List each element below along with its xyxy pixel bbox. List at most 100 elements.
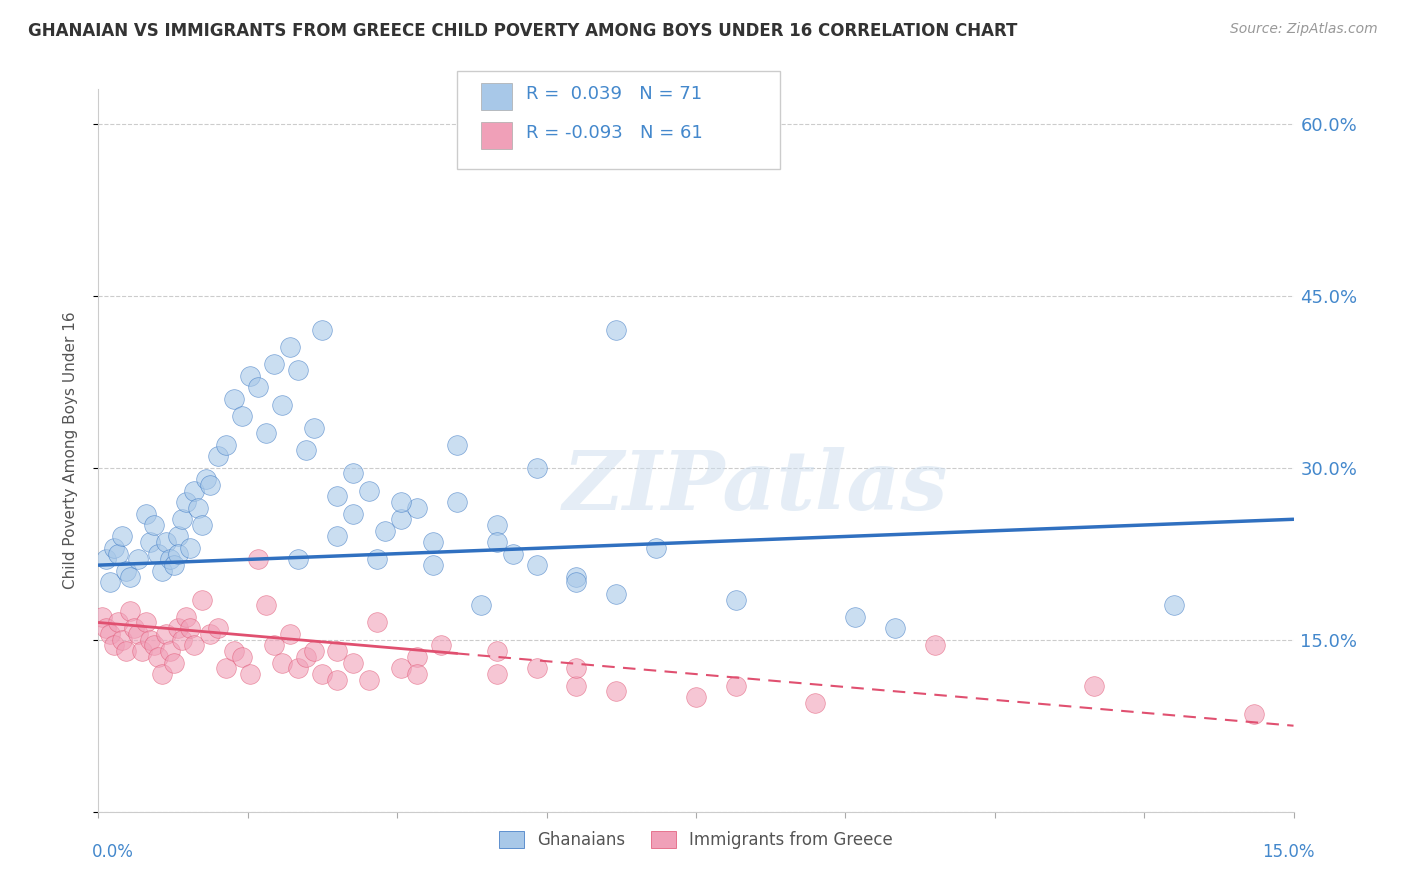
Legend: Ghanaians, Immigrants from Greece: Ghanaians, Immigrants from Greece	[494, 826, 898, 854]
Point	[239, 667, 262, 681]
Text: 0.0%: 0.0%	[91, 843, 134, 861]
Point	[183, 639, 205, 653]
Point	[366, 615, 388, 630]
Point	[191, 518, 214, 533]
Point	[167, 529, 190, 543]
Point	[1163, 599, 1185, 613]
Point	[287, 661, 309, 675]
Point	[163, 558, 186, 573]
Point	[148, 649, 170, 664]
Point	[96, 621, 118, 635]
Point	[107, 547, 129, 561]
Point	[183, 483, 205, 498]
Point	[485, 644, 508, 658]
Point	[406, 649, 429, 664]
Point	[167, 621, 190, 635]
Point	[1083, 679, 1105, 693]
Point	[844, 609, 866, 624]
Point	[287, 363, 309, 377]
Point	[645, 541, 668, 555]
Point	[107, 615, 129, 630]
Point	[446, 495, 468, 509]
Point	[605, 323, 627, 337]
Point	[724, 592, 747, 607]
Point	[124, 621, 146, 635]
Text: GHANAIAN VS IMMIGRANTS FROM GREECE CHILD POVERTY AMONG BOYS UNDER 16 CORRELATION: GHANAIAN VS IMMIGRANTS FROM GREECE CHILD…	[28, 22, 1018, 40]
Point	[342, 467, 364, 481]
Point	[231, 649, 253, 664]
Point	[565, 661, 588, 675]
Point	[167, 547, 190, 561]
Text: R = -0.093   N = 61: R = -0.093 N = 61	[526, 124, 703, 142]
Point	[103, 541, 125, 555]
Point	[389, 661, 412, 675]
Point	[155, 535, 177, 549]
Point	[172, 512, 194, 526]
Point	[302, 644, 325, 658]
Point	[246, 552, 269, 566]
Point	[222, 644, 245, 658]
Point	[311, 667, 333, 681]
Point	[239, 368, 262, 383]
Point	[389, 512, 412, 526]
Point	[143, 639, 166, 653]
Point	[179, 621, 201, 635]
Point	[231, 409, 253, 423]
Point	[422, 558, 444, 573]
Point	[565, 569, 588, 583]
Point	[207, 621, 229, 635]
Point	[174, 609, 197, 624]
Point	[326, 644, 349, 658]
Point	[389, 495, 412, 509]
Point	[924, 639, 946, 653]
Point	[207, 449, 229, 463]
Point	[187, 500, 209, 515]
Point	[127, 627, 149, 641]
Point	[135, 615, 157, 630]
Point	[263, 639, 285, 653]
Point	[724, 679, 747, 693]
Point	[366, 552, 388, 566]
Text: Source: ZipAtlas.com: Source: ZipAtlas.com	[1230, 22, 1378, 37]
Point	[172, 632, 194, 647]
Point	[1243, 707, 1265, 722]
Point	[294, 443, 316, 458]
Point	[359, 483, 381, 498]
Point	[470, 599, 492, 613]
Point	[98, 575, 122, 590]
Point	[406, 667, 429, 681]
Point	[98, 627, 122, 641]
Point	[111, 529, 134, 543]
Point	[342, 656, 364, 670]
Point	[685, 690, 707, 704]
Point	[270, 398, 292, 412]
Point	[159, 644, 181, 658]
Point	[139, 535, 162, 549]
Point	[148, 547, 170, 561]
Point	[342, 507, 364, 521]
Point	[222, 392, 245, 406]
Text: ZIPatlas: ZIPatlas	[562, 447, 949, 526]
Point	[135, 507, 157, 521]
Point	[115, 644, 138, 658]
Point	[884, 621, 907, 635]
Text: R =  0.039   N = 71: R = 0.039 N = 71	[526, 85, 702, 103]
Point	[198, 627, 221, 641]
Point	[278, 340, 301, 354]
Point	[215, 438, 238, 452]
Point	[605, 684, 627, 698]
Point	[605, 587, 627, 601]
Point	[174, 495, 197, 509]
Point	[326, 529, 349, 543]
Point	[159, 552, 181, 566]
Point	[565, 575, 588, 590]
Point	[270, 656, 292, 670]
Point	[278, 627, 301, 641]
Point	[406, 500, 429, 515]
Point	[111, 632, 134, 647]
Point	[311, 323, 333, 337]
Point	[179, 541, 201, 555]
Point	[526, 460, 548, 475]
Point	[446, 438, 468, 452]
Point	[326, 673, 349, 687]
